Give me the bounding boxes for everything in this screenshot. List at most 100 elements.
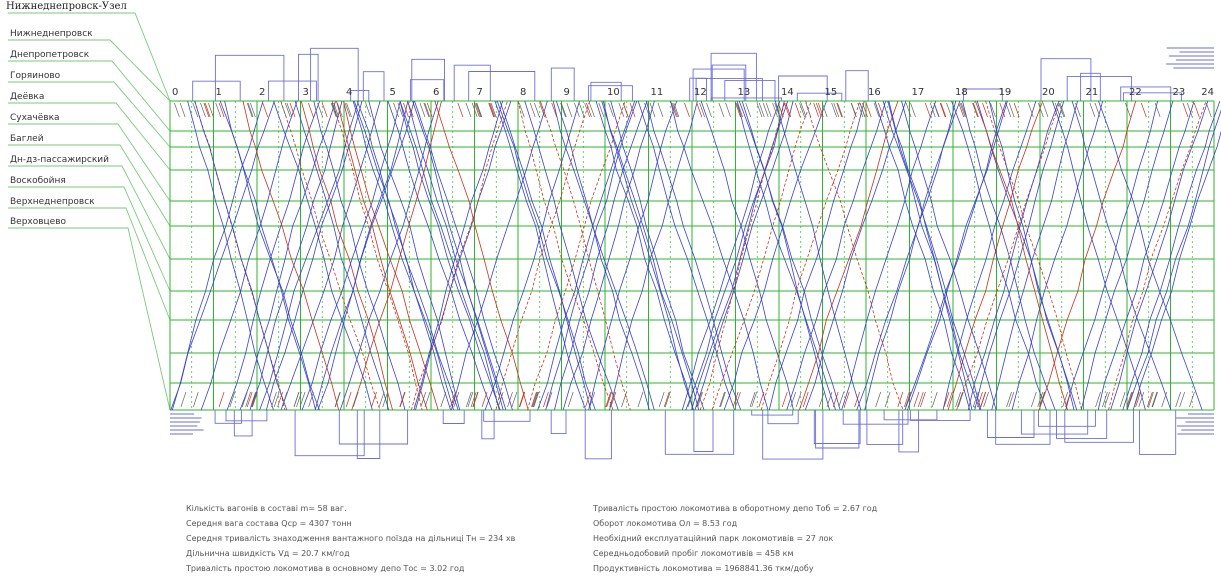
leader-line [8,165,171,260]
depot-bracket [815,410,860,449]
train-number-mark [424,391,431,408]
train-number-mark [878,102,884,118]
train-thread [700,100,794,411]
hour-label: 0 [172,87,178,98]
leader-line [8,144,171,227]
train-number-mark [800,102,807,118]
station-leader-lines [8,12,171,411]
train-number-mark [507,391,513,408]
depot-bracket [898,410,920,453]
train-number-mark [859,102,866,118]
train-thread [685,100,789,411]
depot-bracket [767,410,799,425]
train-number-mark [940,102,947,118]
hour-label: 21 [1086,87,1099,98]
train-number-mark [817,102,824,118]
train-number-mark [983,391,989,408]
train-thread [774,100,862,411]
train-thread [387,100,493,411]
train-number-mark [560,102,566,118]
depot-bracket [995,410,1051,445]
hour-label: 7 [477,87,483,98]
train-number-mark [664,391,671,408]
train-number-mark [511,391,518,408]
leader-line [8,102,171,171]
depot-bracket [268,80,317,101]
train-thread [499,100,592,411]
leader-line [8,123,171,202]
train-number-mark [271,391,277,408]
train-thread [399,100,501,411]
depot-bracket [483,410,531,422]
train-thread [1110,100,1209,411]
depot-bracket [362,71,385,101]
train-thread [280,100,381,411]
depot-bracket [214,410,242,424]
train-number-mark [308,102,314,118]
train-number-mark [365,102,372,118]
train-number-mark [251,391,258,408]
train-number-mark [735,391,741,408]
train-number-mark [334,391,341,408]
train-number-mark [252,391,258,408]
train-number-mark [939,102,946,118]
train-thread [1098,100,1203,411]
train-thread [187,100,274,411]
train-number-mark [785,102,792,118]
train-number-mark [1075,102,1081,118]
train-number-mark [497,391,504,408]
train-number-mark [321,102,328,118]
depot-bracket [409,79,445,101]
depot-bracket [751,410,794,416]
train-thread [353,100,451,411]
train-number-mark [805,102,812,118]
depot-bracket [710,52,757,101]
train-number-mark [745,102,752,118]
train-number-mark [917,391,924,408]
hour-label: 18 [955,87,968,98]
hour-labels: 0 1 2 3 4 5 6 7 8 9 10 11 12 13 14 15 16 17 18 19 20 21 22 23 24 [172,87,1214,98]
train-number-mark [215,102,222,118]
train-number-mark [200,102,206,118]
train-number-mark [476,102,482,118]
train-thread [194,100,288,411]
train-number-mark [795,391,802,408]
train-number-mark [1059,102,1066,118]
train-number-mark [837,102,843,118]
train-thread [343,100,439,411]
train-number-mark [1065,391,1071,408]
train-number-mark [1186,102,1193,118]
train-thread [699,100,786,411]
train-thread [1038,100,1137,411]
hour-label: 6 [433,87,439,98]
train-number-mark [488,102,495,118]
train-number-mark [371,391,377,408]
train-number-mark [955,391,961,408]
train-number-mark [414,391,420,408]
train-number-mark [697,391,703,408]
train-number-mark [765,102,772,118]
depot-turnaround-bottom [170,410,1214,460]
station-label: Горяиново [10,71,61,81]
train-number-mark [330,102,337,118]
train-thread [314,100,415,411]
train-number-mark [905,391,911,408]
train-number-mark [737,102,743,118]
train-number-mark [732,391,739,408]
leader-line [8,12,171,102]
train-thread [294,100,390,411]
stat-line: Дільнична швидкість Vд = 20.7 км/год [186,549,350,558]
train-thread [434,100,529,411]
train-number-mark [831,102,837,118]
stat-line: Тривалість простою локомотива в оборотно… [593,504,878,513]
train-thread [242,100,340,411]
depot-bracket [986,410,1035,438]
train-thread [517,100,614,411]
train-number-mark [399,391,406,408]
train-thread [339,100,439,411]
train-number-mark [957,391,964,408]
train-number-mark [609,391,615,408]
train-thread [595,100,694,411]
train-number-mark [990,102,996,118]
train-number-mark [519,391,526,408]
